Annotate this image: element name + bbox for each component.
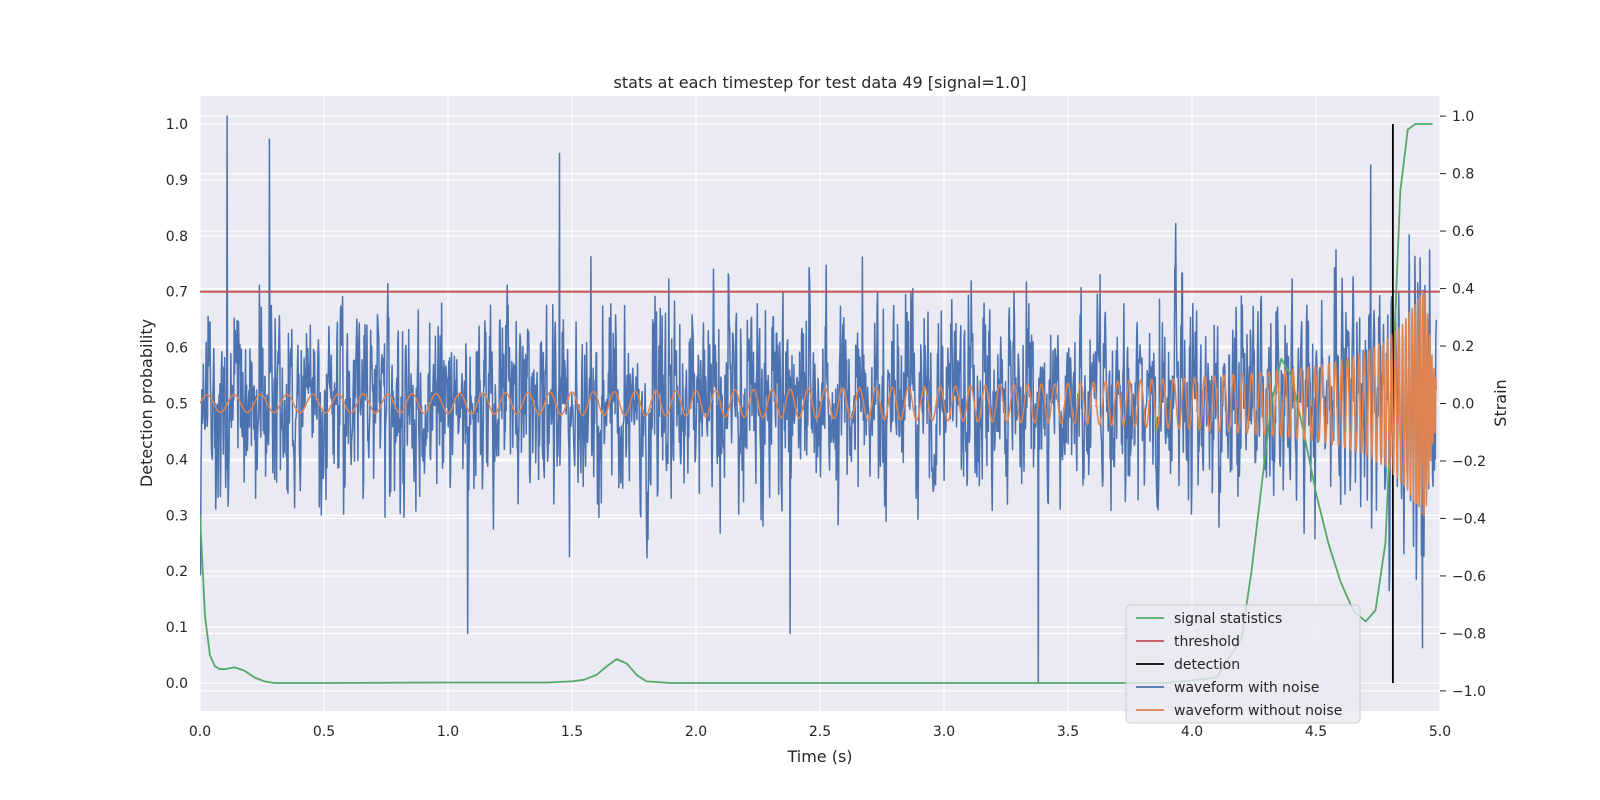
y-tick-label-right: 1.0: [1452, 109, 1474, 125]
legend-label: detection: [1174, 657, 1240, 673]
y-tick-label-left: 0.0: [166, 676, 188, 692]
y-tick-label-right: 0.4: [1452, 282, 1474, 298]
y-tick-label-left: 0.1: [166, 620, 188, 636]
y-tick-label-left: 0.5: [166, 397, 188, 413]
y-tick-label-right: −0.2: [1452, 454, 1486, 470]
ticks: 0.0 0.5 1.0 1.5 2.0 2.5 3.0 3.5 4.0 4.5 5.0 0.0 0.1 0…: [166, 109, 1486, 740]
y-tick-label-left: 0.7: [166, 285, 188, 301]
signal-statistics-line: [200, 123, 1433, 684]
y-tick-label-right: −0.8: [1452, 626, 1486, 642]
x-tick-label: 4.0: [1181, 724, 1203, 740]
y-tick-label-left: 0.2: [166, 564, 188, 580]
x-tick-label: 2.5: [809, 724, 831, 740]
y-tick-label-left: 1.0: [166, 117, 188, 133]
x-tick-label: 0.0: [189, 724, 211, 740]
legend-label: threshold: [1174, 634, 1240, 650]
y-tick-label-left: 0.3: [166, 508, 188, 524]
waveform-without-noise-line: [200, 291, 1438, 517]
waveform-with-noise-line: [200, 115, 1438, 684]
legend: signal statistics threshold detection wavef…: [1125, 604, 1361, 724]
y-axis-label-right: Strain: [1491, 379, 1510, 426]
x-tick-label: 3.5: [1057, 724, 1079, 740]
y-tick-label-left: 0.9: [166, 173, 188, 189]
series: [200, 115, 1440, 684]
y-tick-label-right: 0.6: [1452, 224, 1474, 240]
y-tick-label-left: 0.4: [166, 452, 188, 468]
y-tick-label-left: 0.8: [166, 229, 188, 245]
chart-title: stats at each timestep for test data 49 …: [614, 73, 1027, 92]
x-tick-label: 1.0: [437, 724, 459, 740]
y-tick-label-right: 0.2: [1452, 339, 1474, 355]
x-axis-label: Time (s): [786, 747, 852, 766]
legend-label: waveform without noise: [1174, 703, 1342, 719]
y-tick-label-right: −1.0: [1452, 684, 1486, 700]
y-tick-label-right: −0.6: [1452, 569, 1486, 585]
x-tick-label: 5.0: [1429, 724, 1451, 740]
y-tick-label-right: 0.8: [1452, 167, 1474, 183]
y-tick-label-right: −0.4: [1452, 511, 1486, 527]
y-axis-label-left: Detection probability: [137, 319, 156, 487]
legend-box: [1125, 604, 1361, 724]
y-tick-label-left: 0.6: [166, 341, 188, 357]
legend-label: signal statistics: [1174, 611, 1282, 627]
y-tick-label-right: 0.0: [1452, 397, 1474, 413]
x-tick-label: 2.0: [685, 724, 707, 740]
legend-label: waveform with noise: [1174, 680, 1319, 696]
x-tick-label: 3.0: [933, 724, 955, 740]
x-tick-label: 1.5: [561, 724, 583, 740]
x-tick-label: 0.5: [313, 724, 335, 740]
x-tick-label: 4.5: [1305, 724, 1327, 740]
